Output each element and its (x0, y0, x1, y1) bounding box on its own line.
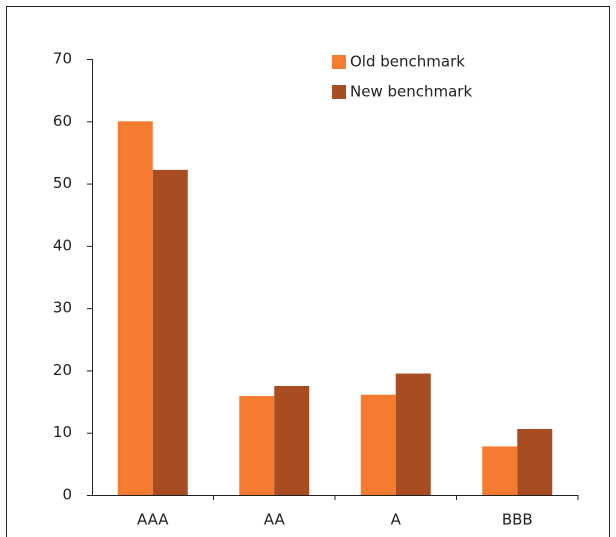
y-tick-label: 70 (53, 50, 72, 68)
chart-border (6, 6, 610, 537)
bar (152, 169, 188, 495)
x-tick-label: AAA (137, 511, 169, 529)
bar (239, 395, 275, 495)
y-tick-label: 50 (53, 174, 72, 192)
bar (395, 373, 431, 495)
legend-swatch (332, 85, 346, 99)
legend-label: New benchmark (350, 83, 472, 101)
bar (274, 386, 310, 495)
y-tick-label: 30 (53, 299, 72, 317)
bar (360, 394, 396, 495)
y-tick-label: 40 (53, 236, 72, 254)
y-tick-label: 10 (53, 423, 72, 441)
x-tick-label: A (391, 511, 402, 529)
legend-swatch (332, 55, 346, 69)
bar (517, 428, 553, 495)
x-tick-label: AA (264, 511, 286, 529)
bar (117, 121, 153, 496)
y-tick-label: 0 (62, 486, 72, 504)
y-tick-label: 60 (53, 112, 72, 130)
legend-label: Old benchmark (350, 53, 465, 71)
x-tick-label: BBB (502, 511, 533, 529)
bar (482, 446, 518, 495)
y-tick-label: 20 (53, 361, 72, 379)
